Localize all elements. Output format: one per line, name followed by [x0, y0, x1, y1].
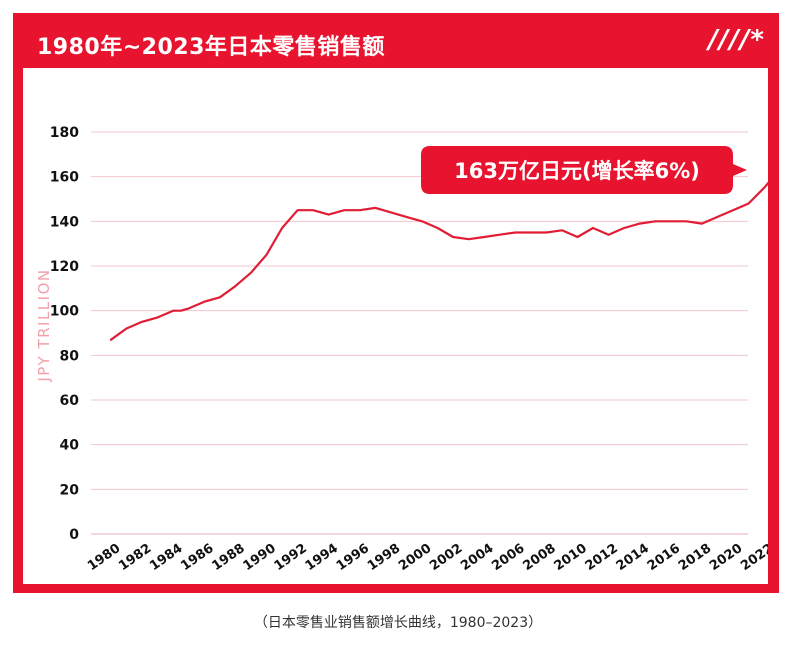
- x-tick-label: 1990: [241, 541, 279, 574]
- x-tick-label: 1988: [209, 541, 247, 574]
- y-tick-label: 120: [50, 259, 79, 275]
- x-tick-label: 2010: [552, 541, 590, 574]
- y-tick-label: 80: [60, 348, 80, 364]
- y-tick-label: 60: [60, 393, 80, 409]
- x-axis-ticks: 1980198219841986198819901992199419961998…: [85, 541, 768, 574]
- x-tick-label: 2012: [583, 541, 621, 574]
- series-line: [109, 181, 768, 341]
- y-tick-label: 140: [50, 214, 79, 230]
- x-tick-label: 1998: [365, 541, 403, 574]
- x-tick-label: 1980: [85, 541, 123, 574]
- y-tick-label: 40: [60, 438, 80, 454]
- chart-title: 1980年~2023年日本零售销售额: [37, 35, 385, 60]
- x-tick-label: 2018: [676, 541, 714, 574]
- y-axis-label: JPY TRILLION: [35, 268, 53, 382]
- x-tick-label: 2004: [458, 541, 496, 574]
- x-tick-label: 1996: [334, 541, 372, 574]
- x-tick-label: 1992: [272, 541, 310, 574]
- x-tick-label: 2014: [614, 541, 652, 574]
- chart-frame: 1980年~2023年日本零售销售额 ////* 0 20 40 60 80 100 120…: [13, 13, 779, 593]
- decoration-slashes: ////*: [708, 25, 765, 55]
- x-tick-label: 2000: [396, 541, 434, 574]
- x-tick-label: 2002: [427, 541, 465, 574]
- chart-panel: 0 20 40 60 80 100 120 140 160 180 1980 1982 1984 198…: [23, 68, 768, 584]
- y-tick-label: 180: [50, 125, 79, 141]
- annotation-callout: [421, 145, 747, 194]
- x-tick-label: 2020: [707, 541, 745, 574]
- x-tick-label: 1984: [147, 541, 185, 574]
- x-tick-label: 1982: [116, 541, 154, 574]
- y-tick-label: 100: [50, 304, 79, 320]
- y-axis-ticks: 0 20 40 60 80 100 120 140 160 180: [50, 125, 79, 543]
- annotation-label: 163万亿日元(增长率6%): [454, 159, 700, 183]
- x-tick-label: 2008: [520, 541, 558, 574]
- x-tick-label: 1986: [178, 541, 216, 574]
- x-tick-label: 2022: [738, 541, 768, 574]
- figure-caption: （日本零售业销售额增长曲线，1980–2023）: [253, 615, 543, 631]
- y-tick-label: 20: [60, 482, 80, 498]
- y-tick-label: 160: [50, 170, 79, 186]
- x-tick-label: 1994: [303, 541, 341, 574]
- annotation: 163万亿日元(增长率6%): [421, 145, 747, 194]
- x-tick-label: 2006: [489, 541, 527, 574]
- y-tick-label: 0: [69, 527, 79, 543]
- gridlines: [91, 131, 748, 535]
- x-tick-label: 2016: [645, 541, 683, 574]
